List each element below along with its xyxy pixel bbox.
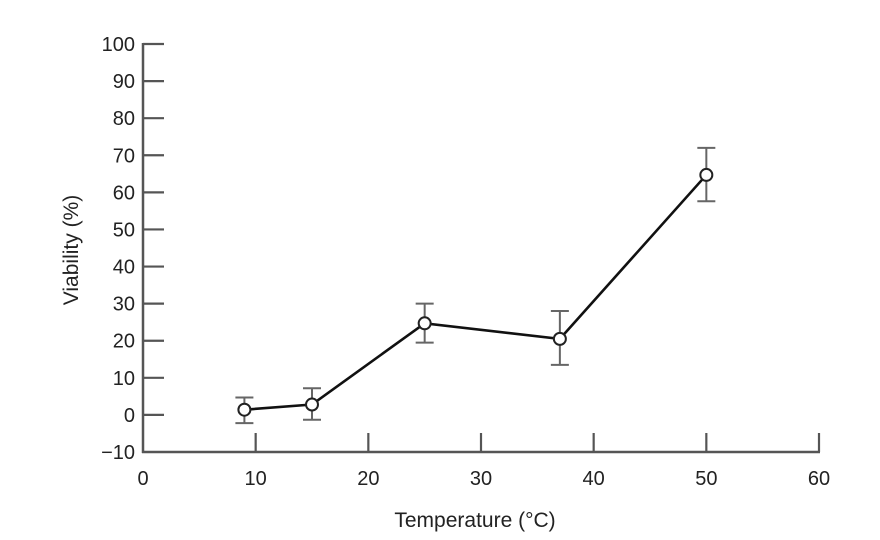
data-point <box>552 331 567 346</box>
data-point <box>699 167 714 182</box>
y-tick-label: 80 <box>113 108 135 130</box>
y-tick-label: 30 <box>113 294 135 316</box>
x-tick-label: 0 <box>137 468 148 490</box>
data-point <box>305 397 319 412</box>
y-tick-label: 40 <box>113 257 135 279</box>
y-axis-title: Viability (%) <box>60 195 83 305</box>
data-point <box>237 402 252 417</box>
x-tick-label: 20 <box>357 468 379 490</box>
data-marks <box>235 146 716 425</box>
y-tick-label: 50 <box>113 219 135 241</box>
x-tick-label: 30 <box>470 468 492 490</box>
y-tick-label: 60 <box>113 182 135 204</box>
y-tick-label: 0 <box>124 405 135 427</box>
y-tick-label: 70 <box>113 145 135 167</box>
series-line <box>244 174 708 412</box>
x-tick-label: 60 <box>808 468 830 490</box>
axes <box>141 43 820 454</box>
data-point <box>417 316 432 331</box>
y-tick-label: 90 <box>113 71 135 93</box>
x-tick-label: 10 <box>245 468 267 490</box>
x-axis-title: Temperature (°C) <box>394 509 555 532</box>
x-tick-label: 40 <box>583 468 605 490</box>
y-tick-label: 10 <box>113 368 135 390</box>
y-tick-label: −10 <box>101 442 135 464</box>
y-tick-label: 20 <box>113 331 135 353</box>
x-tick-label: 50 <box>695 468 717 490</box>
y-tick-label: 100 <box>102 34 135 56</box>
